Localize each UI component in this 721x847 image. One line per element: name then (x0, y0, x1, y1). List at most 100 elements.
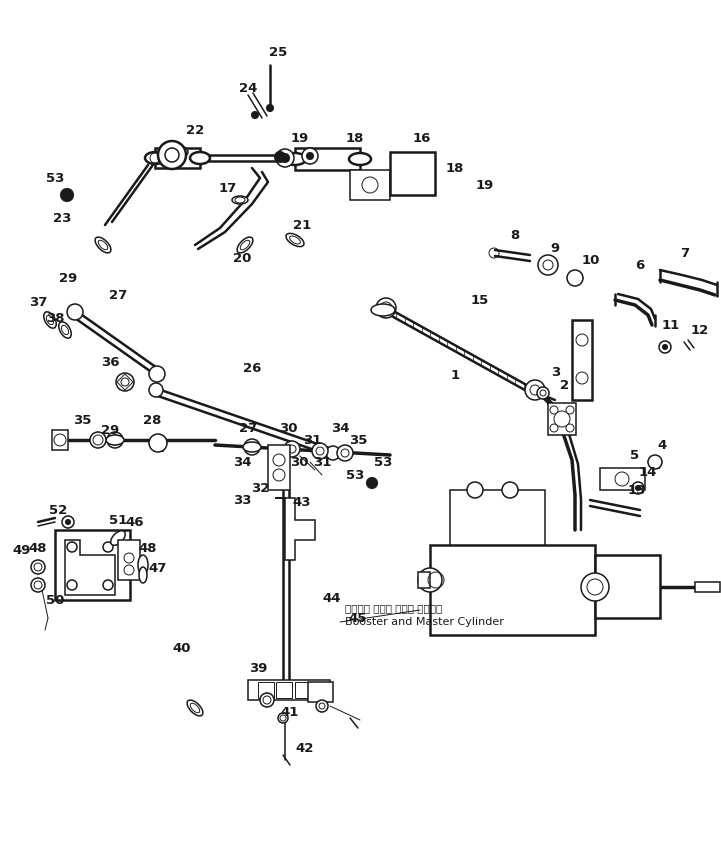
Ellipse shape (162, 145, 188, 159)
Text: 34: 34 (233, 456, 251, 468)
Text: 18: 18 (446, 162, 464, 174)
Text: 30: 30 (290, 456, 309, 468)
Text: 42: 42 (296, 741, 314, 755)
Text: 53: 53 (46, 171, 64, 185)
Text: 53: 53 (373, 456, 392, 468)
Ellipse shape (286, 234, 304, 246)
Circle shape (581, 573, 609, 601)
Circle shape (107, 432, 123, 448)
Circle shape (376, 298, 396, 318)
Ellipse shape (232, 196, 248, 204)
Circle shape (550, 424, 558, 432)
Polygon shape (390, 152, 435, 195)
Text: 31: 31 (313, 456, 331, 468)
Text: 28: 28 (143, 413, 162, 427)
Polygon shape (155, 148, 200, 168)
Circle shape (276, 149, 294, 167)
Bar (308, 682, 333, 702)
Text: 36: 36 (101, 356, 119, 368)
Circle shape (280, 153, 290, 163)
Bar (548, 403, 576, 435)
Text: 44: 44 (323, 591, 341, 605)
Text: 48: 48 (138, 541, 157, 555)
Text: 50: 50 (46, 594, 64, 606)
Circle shape (67, 304, 83, 320)
Bar (268, 445, 290, 490)
Text: 40: 40 (173, 641, 191, 655)
Text: 15: 15 (471, 294, 489, 307)
Bar (295, 682, 311, 698)
Circle shape (538, 255, 558, 275)
Circle shape (566, 406, 574, 414)
Circle shape (467, 482, 483, 498)
Circle shape (383, 305, 389, 311)
Circle shape (525, 380, 545, 400)
Text: 12: 12 (691, 324, 709, 336)
Polygon shape (295, 148, 360, 170)
Ellipse shape (371, 304, 395, 316)
Text: 19: 19 (291, 131, 309, 145)
Circle shape (566, 424, 574, 432)
Polygon shape (600, 468, 645, 490)
Circle shape (260, 693, 274, 707)
Polygon shape (55, 530, 130, 600)
Text: 2: 2 (560, 379, 570, 391)
Circle shape (659, 341, 671, 353)
Text: 46: 46 (125, 516, 144, 529)
Text: 5: 5 (630, 449, 640, 462)
Text: 3: 3 (552, 366, 561, 379)
Circle shape (635, 485, 641, 491)
Circle shape (312, 443, 328, 459)
Circle shape (662, 344, 668, 350)
Ellipse shape (237, 237, 253, 253)
Text: 32: 32 (251, 481, 269, 495)
Text: 9: 9 (550, 241, 559, 254)
Ellipse shape (190, 152, 210, 164)
Text: 35: 35 (73, 413, 91, 427)
Text: 45: 45 (349, 612, 367, 624)
Text: 24: 24 (239, 81, 257, 95)
Ellipse shape (44, 312, 56, 328)
Text: 21: 21 (293, 219, 311, 231)
Circle shape (302, 148, 318, 164)
Text: 47: 47 (149, 562, 167, 574)
Ellipse shape (187, 700, 203, 716)
Text: 43: 43 (293, 495, 311, 508)
Text: 26: 26 (243, 362, 261, 374)
Text: 39: 39 (249, 662, 267, 674)
Ellipse shape (139, 567, 147, 583)
Text: 52: 52 (49, 503, 67, 517)
Circle shape (284, 441, 300, 457)
Circle shape (274, 151, 286, 163)
Ellipse shape (111, 531, 125, 545)
Circle shape (60, 188, 74, 202)
Polygon shape (275, 498, 315, 560)
Text: 48: 48 (29, 541, 48, 555)
Circle shape (326, 446, 340, 460)
Text: 11: 11 (662, 318, 680, 331)
Text: 4: 4 (658, 439, 667, 451)
Polygon shape (450, 490, 545, 545)
Circle shape (31, 578, 45, 592)
Circle shape (65, 519, 71, 525)
Text: 49: 49 (13, 544, 31, 556)
Text: 30: 30 (279, 422, 297, 435)
Text: 23: 23 (53, 212, 71, 224)
Circle shape (550, 406, 558, 414)
Polygon shape (595, 555, 660, 618)
Text: 13: 13 (628, 484, 646, 496)
Circle shape (502, 482, 518, 498)
Text: 10: 10 (582, 253, 600, 267)
Circle shape (251, 111, 259, 119)
Text: 27: 27 (239, 422, 257, 435)
Ellipse shape (145, 152, 165, 164)
Circle shape (366, 477, 378, 489)
Text: 31: 31 (303, 434, 321, 446)
Text: 35: 35 (349, 434, 367, 446)
Text: 8: 8 (510, 229, 520, 241)
Text: Booster and Master Cylinder: Booster and Master Cylinder (345, 617, 504, 627)
Text: 17: 17 (219, 181, 237, 195)
Polygon shape (350, 170, 390, 200)
Text: 41: 41 (280, 706, 299, 718)
Circle shape (567, 270, 583, 286)
